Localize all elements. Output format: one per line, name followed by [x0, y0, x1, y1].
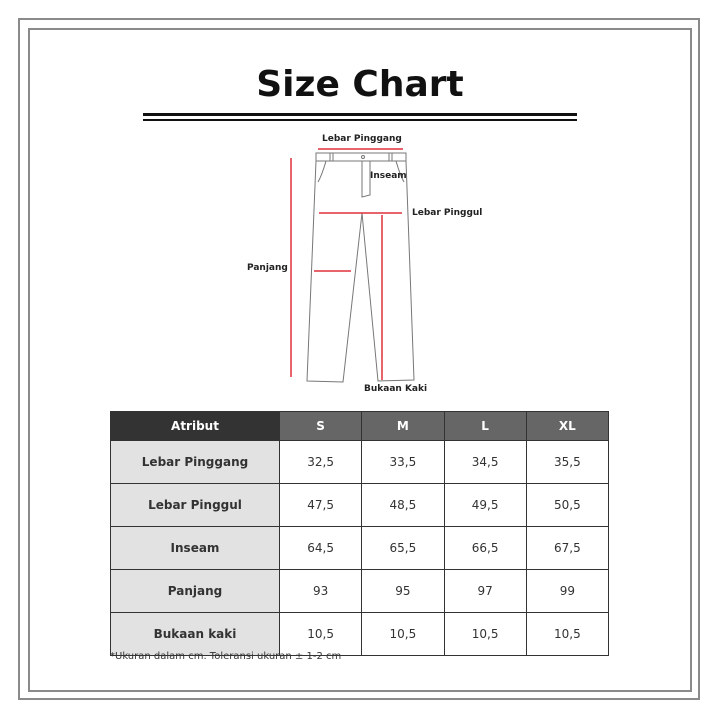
cell: 10,5: [278, 612, 363, 656]
row-label: Lebar Pinggul: [110, 483, 280, 527]
table-row: Bukaan kaki 10,5 10,5 10,5 10,5: [110, 612, 610, 656]
label-waist: Lebar Pinggang: [322, 134, 402, 144]
row-label: Panjang: [110, 569, 280, 613]
header-size: M: [361, 411, 445, 441]
title-divider: [143, 113, 577, 116]
table-row: Inseam 64,5 65,5 66,5 67,5: [110, 526, 610, 570]
inner-frame: [28, 28, 692, 692]
cell: 10,5: [525, 612, 610, 656]
header-size: S: [278, 411, 363, 441]
cell: 34,5: [443, 440, 527, 484]
outer-frame: [18, 18, 700, 700]
cell: 48,5: [361, 483, 445, 527]
cell: 99: [525, 569, 610, 613]
table-row: Panjang 93 95 97 99: [110, 569, 610, 613]
size-table: Atribut S M L XL Lebar Pinggang 32,5 33,…: [110, 411, 610, 656]
table-row: Lebar Pinggang 32,5 33,5 34,5 35,5: [110, 440, 610, 484]
cell: 97: [443, 569, 527, 613]
label-hip: Lebar Pinggul: [412, 208, 483, 218]
cell: 67,5: [525, 526, 610, 570]
label-inseam: Inseam: [370, 171, 407, 181]
page-title: Size Chart: [256, 64, 464, 105]
cell: 33,5: [361, 440, 445, 484]
row-label: Inseam: [110, 526, 280, 570]
label-length: Panjang: [247, 263, 288, 273]
cell: 93: [278, 569, 363, 613]
header-size: XL: [525, 411, 610, 441]
header-attribute: Atribut: [110, 411, 280, 441]
cell: 66,5: [443, 526, 527, 570]
table-row: Lebar Pinggul 47,5 48,5 49,5 50,5: [110, 483, 610, 527]
cell: 32,5: [278, 440, 363, 484]
row-label: Lebar Pinggang: [110, 440, 280, 484]
cell: 49,5: [443, 483, 527, 527]
title-divider-thin: [143, 119, 577, 121]
footnote: *Ukuran dalam cm. Toleransi ukuran ± 1-2…: [110, 651, 342, 662]
cell: 35,5: [525, 440, 610, 484]
cell: 95: [361, 569, 445, 613]
header-size: L: [443, 411, 527, 441]
cell: 50,5: [525, 483, 610, 527]
cell: 64,5: [278, 526, 363, 570]
table-header: Atribut S M L XL: [110, 411, 610, 441]
cell: 10,5: [361, 612, 445, 656]
cell: 65,5: [361, 526, 445, 570]
cell: 10,5: [443, 612, 527, 656]
cell: 47,5: [278, 483, 363, 527]
row-label: Bukaan kaki: [110, 612, 280, 656]
label-leg-opening: Bukaan Kaki: [364, 384, 428, 394]
